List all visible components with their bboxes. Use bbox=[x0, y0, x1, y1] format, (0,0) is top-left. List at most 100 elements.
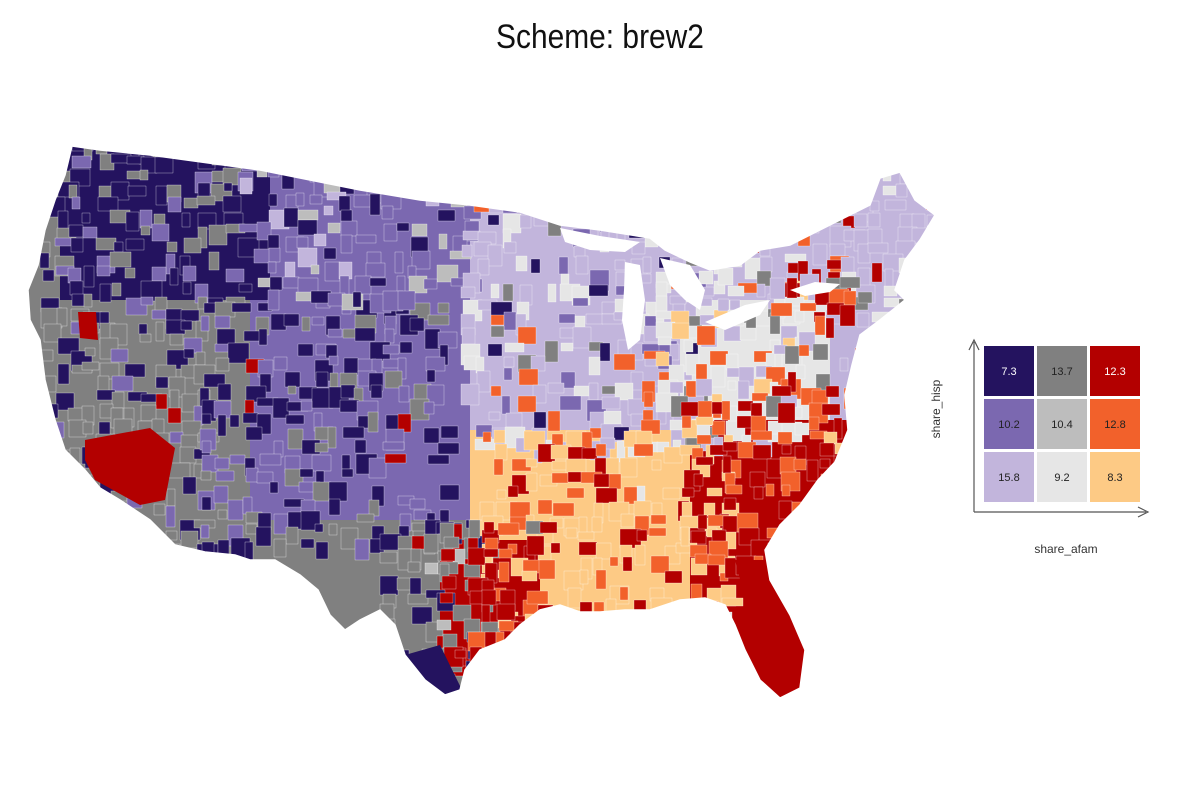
legend-cell-value: 10.4 bbox=[1051, 419, 1072, 431]
county-tile bbox=[314, 523, 324, 533]
county-tile bbox=[427, 314, 450, 326]
county-tile bbox=[884, 199, 907, 211]
county-tile bbox=[839, 357, 849, 372]
county-tile bbox=[591, 516, 603, 533]
county-tile bbox=[507, 485, 519, 498]
county-tile bbox=[777, 402, 796, 424]
county-tile bbox=[490, 385, 502, 397]
county-tile bbox=[127, 185, 147, 197]
county-tile bbox=[267, 261, 277, 274]
county-tile bbox=[765, 483, 775, 497]
county-tile bbox=[681, 487, 695, 498]
county-tile bbox=[669, 343, 680, 361]
lake-erie bbox=[705, 300, 770, 330]
county-tile bbox=[328, 498, 341, 516]
county-tile bbox=[725, 484, 743, 495]
county-tile bbox=[440, 548, 456, 562]
county-tile bbox=[643, 391, 654, 408]
county-tile bbox=[544, 340, 559, 363]
county-tile bbox=[327, 328, 343, 338]
legend-cell bbox=[1037, 399, 1087, 449]
county-tile bbox=[83, 293, 93, 308]
county-tile bbox=[328, 355, 339, 366]
county-tile bbox=[426, 384, 445, 406]
county-tile bbox=[577, 531, 595, 541]
county-tile bbox=[521, 570, 538, 582]
county-tile bbox=[43, 323, 62, 343]
county-tile bbox=[695, 456, 714, 466]
county-tile bbox=[680, 526, 690, 547]
county-tile bbox=[39, 252, 50, 269]
map-title: Scheme: brew2 bbox=[496, 18, 704, 56]
county-tile bbox=[711, 420, 726, 436]
county-tile bbox=[427, 454, 450, 465]
county-tile bbox=[398, 385, 410, 403]
county-tile bbox=[225, 268, 245, 283]
legend-x-arrow-icon bbox=[1137, 506, 1150, 518]
county-tile bbox=[579, 569, 589, 585]
county-tile bbox=[439, 592, 454, 604]
county-tile bbox=[895, 183, 908, 198]
legend-cell bbox=[984, 346, 1034, 396]
county-tile bbox=[588, 356, 601, 376]
county-tile bbox=[599, 437, 616, 450]
county-tile bbox=[139, 169, 149, 181]
county-tile bbox=[515, 255, 528, 272]
county-tile bbox=[487, 244, 503, 267]
county-tile bbox=[407, 561, 421, 573]
legend-cell bbox=[984, 452, 1034, 502]
county-tile bbox=[696, 325, 716, 346]
county-tile bbox=[619, 586, 629, 601]
county-tile bbox=[493, 429, 506, 444]
county-tile bbox=[328, 523, 338, 536]
legend-cell-value: 7.3 bbox=[1001, 366, 1016, 378]
county-tile bbox=[57, 363, 70, 385]
county-tile bbox=[315, 371, 329, 388]
county-tile bbox=[588, 284, 609, 297]
county-tile bbox=[595, 569, 607, 590]
south-texas-region bbox=[405, 645, 462, 695]
county-tile bbox=[441, 575, 457, 590]
county-tile bbox=[839, 276, 861, 289]
county-tile bbox=[255, 526, 272, 547]
county-tile bbox=[111, 282, 122, 297]
county-tile bbox=[664, 570, 683, 584]
county-tile bbox=[341, 468, 354, 478]
county-tile bbox=[356, 513, 375, 523]
county-tile bbox=[110, 348, 129, 363]
county-tile bbox=[314, 442, 329, 453]
county-tile bbox=[756, 283, 766, 298]
county-tile bbox=[460, 286, 476, 299]
county-tile bbox=[482, 431, 492, 443]
county-tile bbox=[42, 269, 55, 282]
us-outline bbox=[27, 145, 936, 699]
county-tile bbox=[710, 365, 726, 388]
county-tile bbox=[407, 593, 429, 605]
county-tile bbox=[439, 484, 460, 501]
county-tile bbox=[284, 468, 304, 487]
county-tile bbox=[771, 385, 792, 397]
county-tile bbox=[256, 471, 274, 484]
county-tile bbox=[547, 410, 561, 432]
county-tile bbox=[155, 321, 165, 342]
county-tile bbox=[681, 501, 693, 517]
county-tile bbox=[599, 342, 611, 362]
county-tile bbox=[237, 237, 260, 258]
county-tile bbox=[369, 193, 381, 216]
county-tile bbox=[256, 221, 272, 241]
county-tile bbox=[183, 237, 202, 254]
county-tile bbox=[182, 281, 192, 295]
county-tile bbox=[552, 502, 575, 517]
county-tile bbox=[423, 401, 435, 415]
county-tile bbox=[526, 535, 545, 556]
county-tile bbox=[155, 376, 169, 389]
legend-cell-value: 9.2 bbox=[1054, 472, 1069, 484]
county-tile bbox=[71, 196, 81, 210]
county-tile bbox=[793, 458, 807, 471]
county-tile bbox=[381, 205, 394, 220]
county-tile bbox=[354, 327, 376, 342]
county-tile bbox=[437, 209, 456, 222]
county-tile bbox=[268, 193, 278, 207]
county-tile bbox=[267, 289, 280, 311]
county-tile bbox=[311, 316, 325, 326]
